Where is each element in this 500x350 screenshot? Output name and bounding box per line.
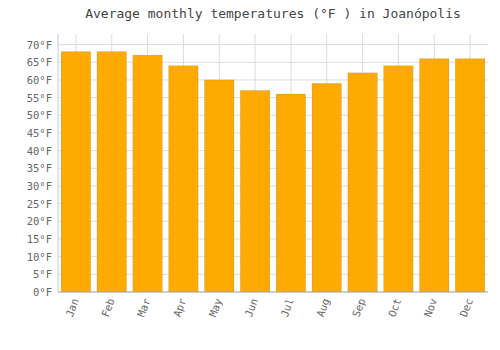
bars (61, 52, 485, 292)
y-tick-label: 40°F (27, 145, 52, 157)
y-tick-label: 15°F (27, 233, 52, 245)
x-axis-line (58, 292, 488, 293)
grid (58, 34, 488, 292)
x-tick-label: May (206, 297, 224, 319)
x-tick-label: Dec (457, 297, 475, 319)
y-axis-line (58, 34, 59, 292)
y-tick-label: 55°F (27, 92, 52, 104)
x-tick-label: Mar (135, 297, 153, 319)
x-tick-label: Feb (99, 297, 117, 319)
y-tick-label: 35°F (27, 162, 52, 174)
y-tick-label: 60°F (27, 74, 52, 86)
y-tick-label: 10°F (27, 251, 52, 263)
bar (240, 91, 269, 292)
bar (455, 59, 484, 292)
bar (276, 94, 305, 292)
bar (169, 66, 198, 292)
bar (384, 66, 413, 292)
y-tick-label: 45°F (27, 127, 52, 139)
y-tick-label: 65°F (27, 56, 52, 68)
x-tick-label: Jul (278, 297, 296, 319)
x-tick-label: Jan (63, 297, 81, 319)
bar (205, 80, 234, 292)
x-tick-label: Nov (421, 297, 439, 319)
bar (312, 83, 341, 292)
y-tick-label: 0°F (33, 286, 52, 298)
bar (61, 52, 90, 292)
y-grid-line (58, 44, 488, 45)
x-tick-label: Aug (314, 297, 332, 319)
x-tick-label: Jun (242, 297, 260, 319)
y-tick-label: 50°F (27, 109, 52, 121)
x-tick-label: Oct (386, 297, 404, 319)
y-tick-label: 30°F (27, 180, 52, 192)
chart: Average monthly temperatures (°F ) in Jo… (0, 0, 500, 350)
x-tick-label: Apr (171, 297, 189, 319)
title: Average monthly temperatures (°F ) in Jo… (85, 6, 461, 21)
bar (420, 59, 449, 292)
y-tick-label: 20°F (27, 215, 52, 227)
bar (133, 55, 162, 292)
x-tick-label: Sep (350, 297, 368, 319)
tick-labels: 0°F 5°F 10°F 15°F 20°F 25°F 30°F 35°F 40°F 45°F 50… (27, 39, 475, 319)
y-grid-line (58, 292, 488, 293)
bar (97, 52, 126, 292)
y-tick-label: 70°F (27, 39, 52, 51)
y-tick-label: 25°F (27, 198, 52, 210)
bar (348, 73, 377, 292)
y-tick-label: 5°F (33, 268, 52, 280)
